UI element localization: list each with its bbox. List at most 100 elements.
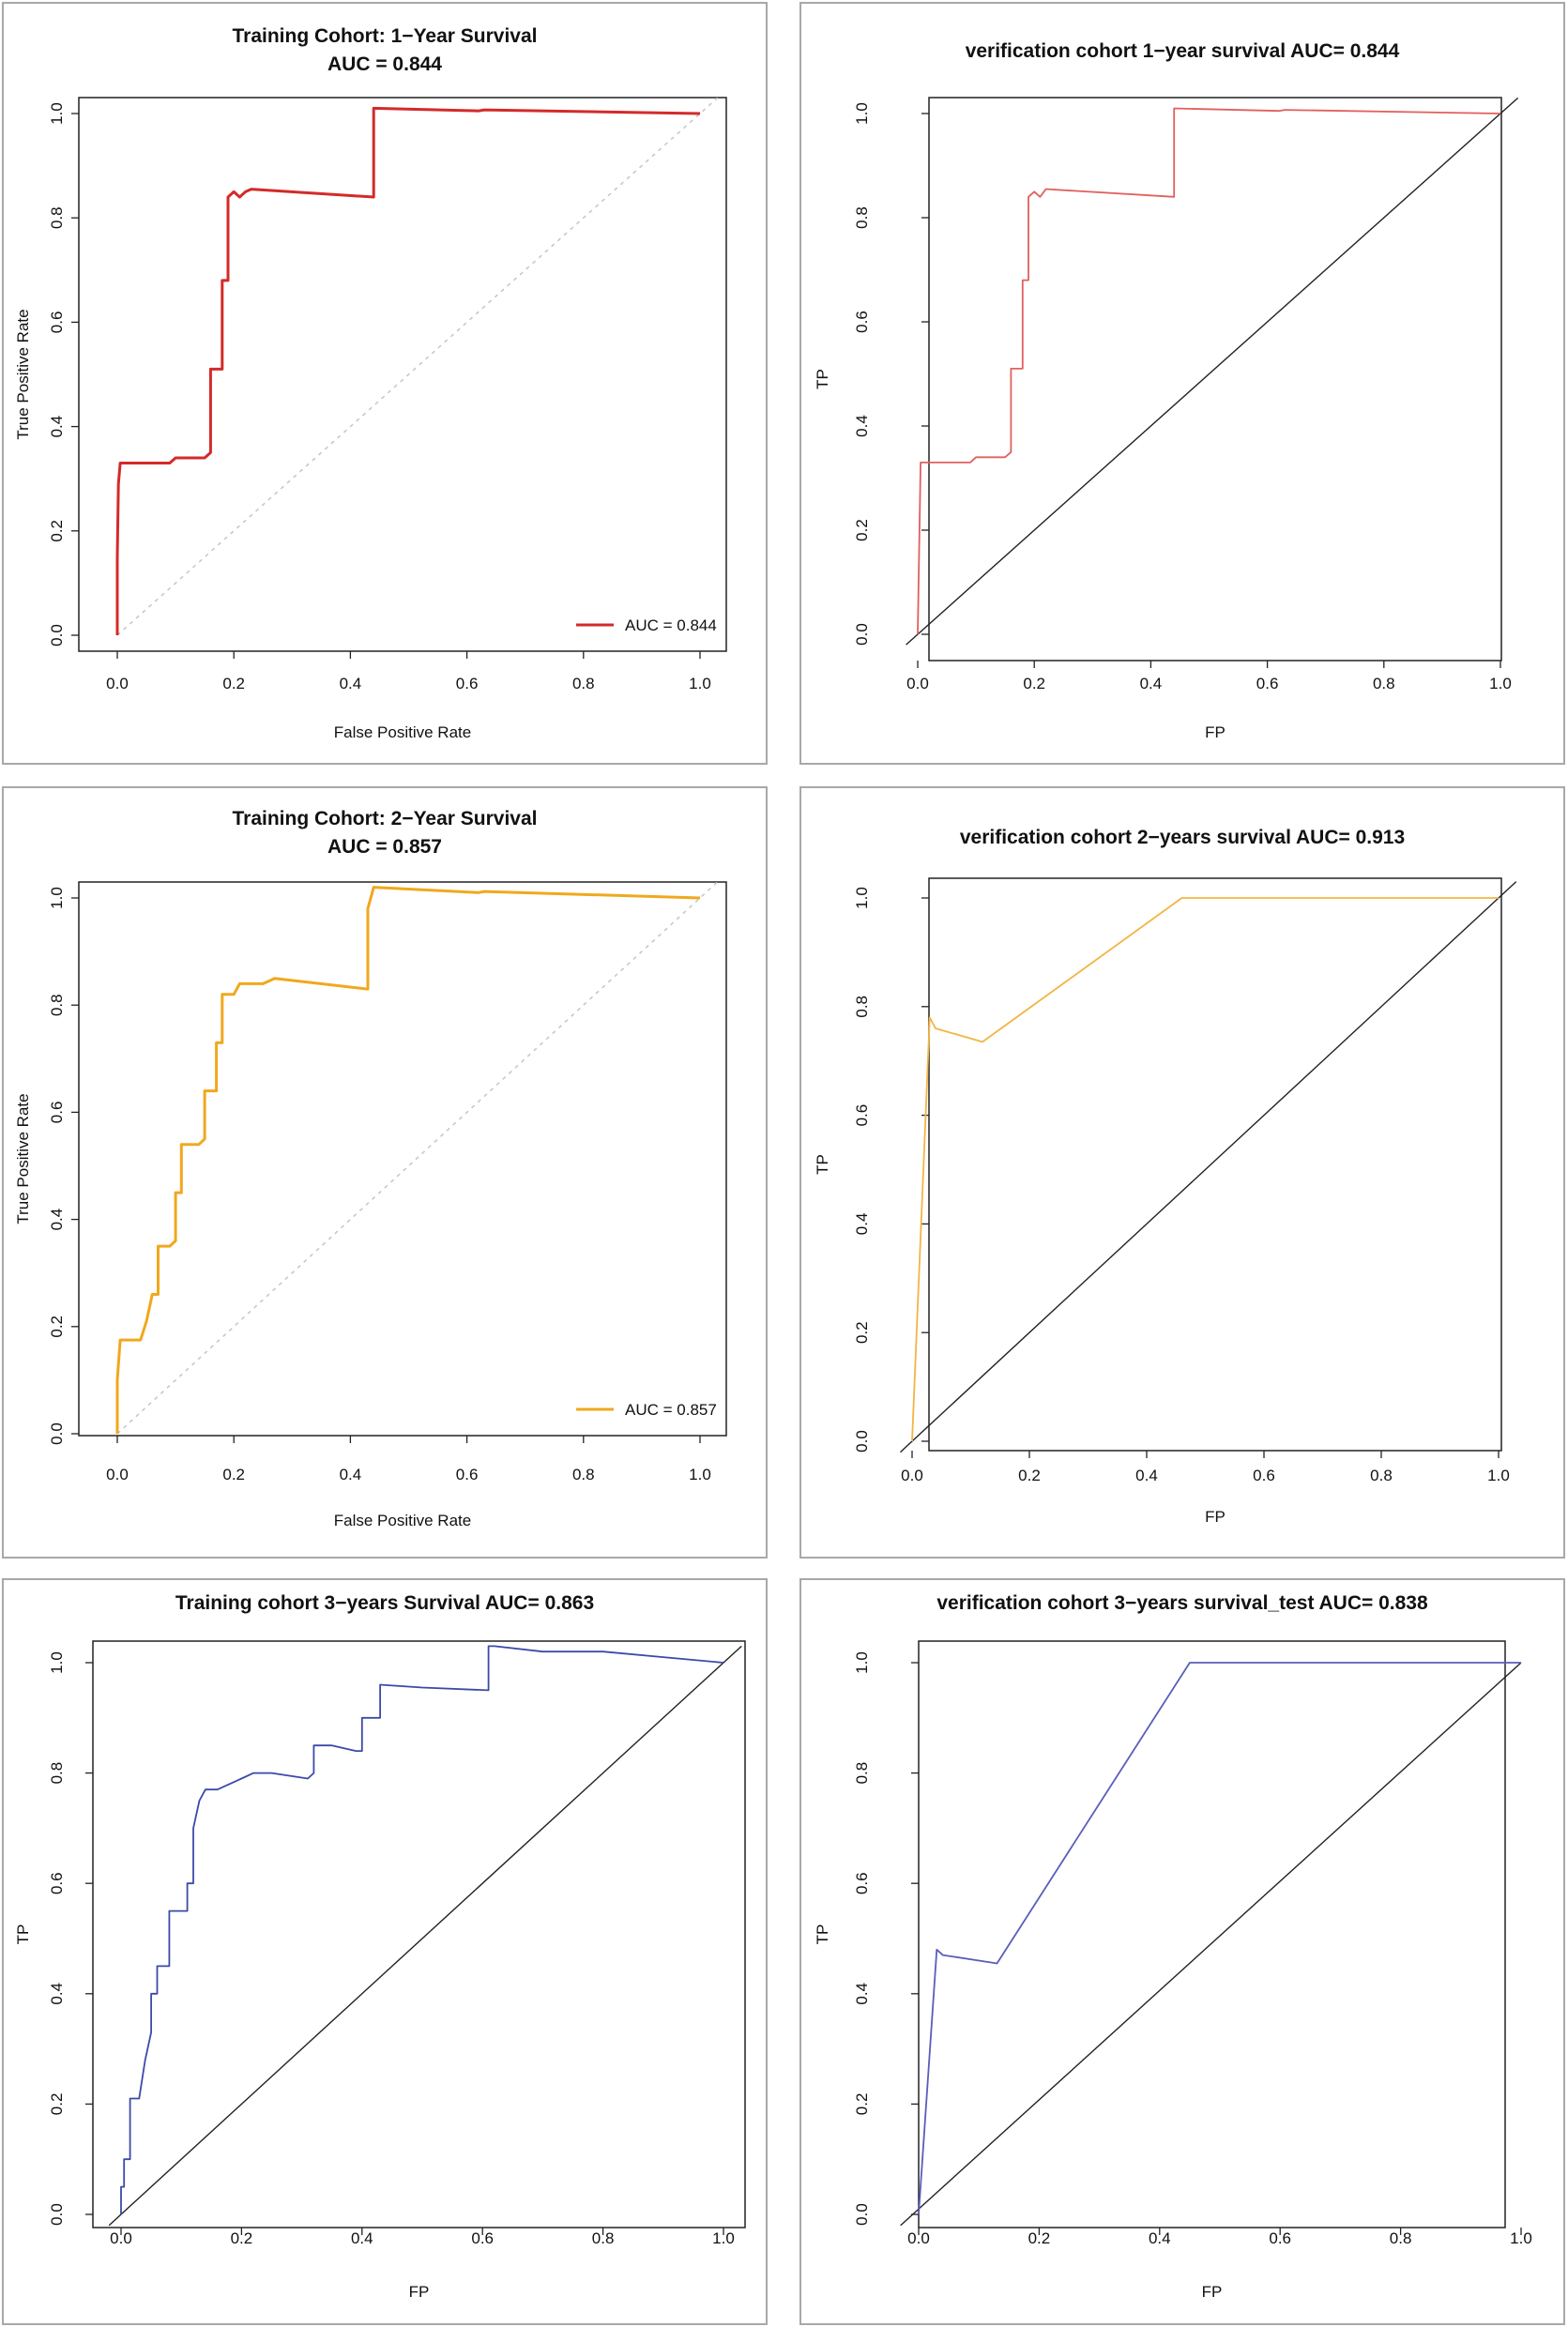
- y-tick-label: 0.8: [48, 206, 66, 229]
- y-tick-label: 0.0: [48, 624, 66, 646]
- y-tick-label: 0.6: [48, 1872, 66, 1894]
- y-tick-label: 0.4: [853, 1213, 871, 1236]
- y-tick-label: 0.2: [48, 1316, 66, 1338]
- y-axis-label: True Positive Rate: [14, 309, 32, 439]
- y-tick-label: 0.0: [48, 2203, 66, 2226]
- y-tick-label: 1.0: [853, 887, 871, 909]
- chart-panel-5: Training cohort 3−years Survival AUC= 0.…: [2, 1578, 768, 2325]
- y-tick-label: 0.0: [853, 2203, 871, 2226]
- reference-diagonal: [906, 97, 1519, 646]
- y-tick-label: 0.6: [48, 312, 66, 334]
- x-tick-label: 0.6: [1253, 1467, 1275, 1484]
- plot-frame: [928, 877, 1502, 1452]
- x-axis-label: False Positive Rate: [334, 723, 471, 741]
- plot-frame: [78, 881, 727, 1437]
- reference-diagonal: [900, 881, 1517, 1453]
- y-tick-label: 1.0: [853, 1651, 871, 1674]
- chart-subtitle: AUC = 0.844: [327, 53, 442, 75]
- plot-svg: 0.0 0.2 0.4 0.6 0.8 1.0 0.0 0.2 0.4 0.6 0.8 1.0 FP TP: [14, 1640, 746, 2301]
- x-tick-label: 0.6: [456, 1466, 479, 1483]
- y-tick-label: 0.0: [48, 1422, 66, 1445]
- x-axis-label: FP: [409, 2283, 430, 2301]
- plot-svg: 0.0 0.2 0.4 0.6 0.8 1.0 0.0 0.2 0.4 0.6 0.8 1.0 Fals…: [14, 97, 727, 741]
- y-tick-label: 0.4: [853, 415, 871, 437]
- reference-diagonal: [116, 881, 719, 1435]
- plot-frame: [918, 1640, 1506, 2228]
- plot-svg: 0.0 0.2 0.4 0.6 0.8 1.0 0.0 0.2 0.4 0.6 0.8 1.0 FP TP: [814, 877, 1517, 1526]
- chart-title: Training Cohort: 2−Year Survival: [232, 808, 538, 829]
- plot-frame: [78, 97, 727, 652]
- y-tick-label: 0.4: [48, 416, 66, 438]
- chart-panel-2: verification cohort 1−year survival AUC=…: [799, 2, 1565, 765]
- x-tick-label: 0.2: [222, 675, 245, 692]
- chart-panel-4: verification cohort 2−years survival AUC…: [799, 786, 1565, 1559]
- x-tick-label: 0.8: [1373, 675, 1395, 692]
- roc-curve: [120, 1645, 724, 2214]
- x-axis-label: FP: [1202, 2283, 1223, 2301]
- y-tick-label: 0.0: [853, 623, 871, 646]
- chart-title: Training Cohort: 1−Year Survival: [232, 25, 538, 47]
- x-tick-label: 1.0: [1487, 1467, 1510, 1484]
- y-axis-label: TP: [814, 1154, 831, 1175]
- x-tick-label: 1.0: [689, 675, 711, 692]
- y-tick-label: 0.8: [48, 994, 66, 1016]
- x-tick-label: 1.0: [689, 1466, 711, 1483]
- x-tick-label: 0.2: [1023, 675, 1045, 692]
- y-tick-label: 0.2: [853, 2093, 871, 2116]
- y-tick-label: 1.0: [48, 1651, 66, 1674]
- x-tick-label: 0.4: [1140, 675, 1163, 692]
- y-tick-label: 0.0: [853, 1430, 871, 1452]
- x-tick-label: 1.0: [1510, 2229, 1532, 2247]
- legend-label: AUC = 0.857: [625, 1401, 717, 1419]
- y-tick-label: 0.4: [48, 1209, 66, 1231]
- roc-curve: [917, 107, 1501, 635]
- x-tick-label: 0.4: [340, 675, 362, 692]
- y-tick-label: 0.4: [48, 1983, 66, 2005]
- plot-frame: [928, 97, 1502, 662]
- y-tick-label: 0.2: [853, 519, 871, 541]
- y-axis-label: TP: [14, 1924, 32, 1945]
- chart-title: verification cohort 1−year survival AUC=…: [965, 40, 1400, 62]
- reference-diagonal: [116, 97, 719, 636]
- reference-diagonal: [900, 1662, 1522, 2227]
- x-tick-label: 0.6: [1256, 675, 1279, 692]
- x-tick-label: 0.6: [1269, 2229, 1291, 2247]
- x-tick-label: 0.4: [1135, 1467, 1158, 1484]
- y-tick-label: 0.2: [48, 2093, 66, 2116]
- x-tick-label: 0.0: [106, 675, 129, 692]
- x-tick-label: 0.8: [572, 675, 595, 692]
- plot-svg: 0.0 0.2 0.4 0.6 0.8 1.0 0.0 0.2 0.4 0.6 0.8 1.0 Fals…: [14, 881, 727, 1529]
- chart-panel-3: Training Cohort: 2−Year Survival AUC = 0…: [2, 786, 768, 1559]
- y-tick-label: 0.2: [48, 520, 66, 542]
- x-tick-label: 0.2: [222, 1466, 245, 1483]
- x-tick-label: 0.2: [1028, 2229, 1051, 2247]
- y-tick-label: 0.6: [853, 1872, 871, 1894]
- y-axis-label: True Positive Rate: [14, 1093, 32, 1224]
- reference-diagonal: [108, 1645, 742, 2227]
- x-tick-label: 0.0: [906, 675, 929, 692]
- y-tick-label: 0.6: [853, 1104, 871, 1127]
- y-axis-label: TP: [814, 1924, 831, 1945]
- x-tick-label: 0.4: [351, 2229, 373, 2247]
- roc-curve: [918, 1662, 1521, 2215]
- roc-curve: [115, 886, 701, 1434]
- y-tick-label: 0.4: [853, 1983, 871, 2005]
- x-axis-label: FP: [1205, 1508, 1225, 1526]
- chart-subtitle: AUC = 0.857: [327, 836, 442, 858]
- plot-svg: 0.0 0.2 0.4 0.6 0.8 1.0 0.0 0.2 0.4 0.6 0.8 1.0 FP TP: [814, 97, 1519, 741]
- chart-panel-1: Training Cohort: 1−Year Survival AUC = 0…: [2, 2, 768, 765]
- plot-svg: 0.0 0.2 0.4 0.6 0.8 1.0 0.0 0.2 0.4 0.6 0.8 1.0 FP TP: [814, 1640, 1532, 2301]
- y-tick-label: 0.8: [853, 1762, 871, 1785]
- x-tick-label: 0.4: [1149, 2229, 1171, 2247]
- x-tick-label: 0.0: [907, 2229, 930, 2247]
- x-tick-label: 1.0: [712, 2229, 735, 2247]
- y-tick-label: 1.0: [48, 102, 66, 125]
- x-tick-label: 0.0: [110, 2229, 132, 2247]
- chart-panel-6: verification cohort 3−years survival_tes…: [799, 1578, 1565, 2325]
- y-tick-label: 0.6: [48, 1102, 66, 1124]
- plot-frame: [92, 1640, 746, 2228]
- x-tick-label: 0.8: [572, 1466, 595, 1483]
- legend-label: AUC = 0.844: [625, 616, 717, 634]
- y-tick-label: 1.0: [853, 102, 871, 125]
- y-tick-label: 0.8: [853, 996, 871, 1018]
